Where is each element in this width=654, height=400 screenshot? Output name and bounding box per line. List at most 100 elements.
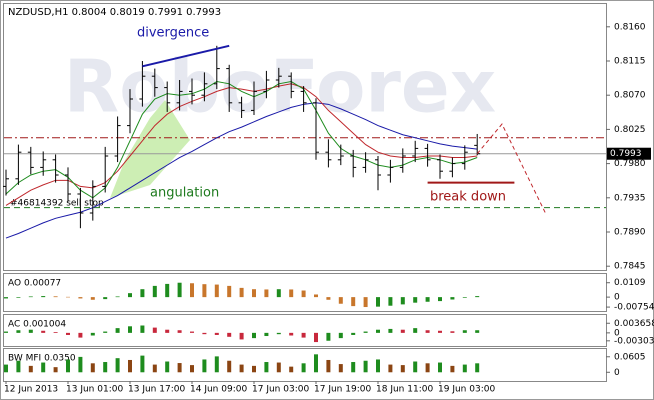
y-tick-label: 0.003658 — [614, 319, 654, 329]
histogram-bar — [314, 294, 318, 298]
histogram-bar — [264, 289, 269, 298]
histogram-bar — [28, 365, 33, 373]
histogram-bar — [276, 362, 281, 373]
histogram-bar — [351, 297, 356, 307]
histogram-bar — [289, 332, 294, 336]
histogram-bar — [252, 289, 256, 298]
histogram-bar — [338, 297, 343, 304]
histogram-bar — [438, 297, 442, 302]
histogram-bar — [351, 362, 356, 373]
histogram-bar — [438, 330, 442, 333]
histogram-bar — [400, 329, 405, 333]
histogram-bar — [16, 297, 21, 298]
histogram-bar — [462, 330, 467, 333]
histogram-bar — [276, 289, 281, 298]
histogram-bar — [177, 282, 182, 298]
histogram-bar — [152, 364, 157, 373]
histogram-bar — [326, 359, 331, 373]
histogram-bar — [41, 362, 46, 373]
y-tick-label: 0.7845 — [614, 262, 646, 272]
x-tick-label: 12 Jun 2013 — [4, 385, 58, 395]
forecast-line — [476, 123, 546, 214]
histogram-bar — [16, 330, 21, 333]
histogram-bar — [41, 296, 46, 298]
x-tick-label: 19 Jun 03:00 — [438, 385, 495, 395]
histogram-bar — [475, 363, 480, 373]
histogram-bar — [475, 296, 480, 298]
y-tick-label: 0.0109 — [614, 278, 646, 288]
x-tick-label: 14 Jun 09:00 — [190, 385, 247, 395]
histogram-bar — [4, 364, 8, 373]
histogram-bar — [190, 365, 194, 373]
ao-panel — [3, 273, 607, 312]
histogram-bar — [388, 328, 393, 333]
annotation: break down — [430, 190, 506, 205]
histogram-bar — [338, 332, 343, 339]
watermark: RoboForex — [64, 45, 496, 129]
annotation: divergence — [137, 26, 209, 41]
histogram-bar — [376, 359, 380, 373]
histogram-bar — [376, 329, 380, 333]
histogram-bar — [239, 364, 244, 373]
histogram-bar — [363, 331, 368, 333]
indicator-title: AC 0.001004 — [8, 320, 66, 330]
histogram-bar — [165, 361, 170, 373]
histogram-bar — [53, 332, 58, 333]
histogram-bar — [462, 364, 467, 373]
x-tick-label: 17 Jun 19:00 — [314, 385, 371, 395]
histogram-bar — [214, 284, 219, 298]
histogram-bar — [53, 296, 58, 298]
histogram-bar — [103, 331, 108, 333]
histogram-bar — [152, 327, 157, 333]
histogram-bar — [66, 359, 70, 373]
histogram-bar — [438, 362, 442, 373]
histogram-bar — [177, 330, 182, 333]
histogram-bar — [140, 325, 145, 333]
y-tick-label: 0 — [614, 368, 620, 378]
histogram-bar — [462, 297, 467, 298]
y-tick-label: 0.8115 — [614, 57, 646, 67]
histogram-bar — [202, 284, 207, 298]
histogram-bar — [140, 289, 145, 298]
histogram-bar — [66, 296, 70, 298]
histogram-bar — [450, 365, 455, 373]
histogram-bar — [289, 366, 294, 373]
histogram-bar — [165, 329, 170, 333]
y-tick-label: -0.00303 — [614, 336, 654, 346]
histogram-bar — [103, 297, 108, 300]
histogram-bar — [252, 365, 256, 373]
histogram-bar — [388, 364, 393, 373]
histogram-bar — [53, 367, 58, 373]
histogram-bar — [400, 297, 405, 305]
histogram-bar — [177, 363, 182, 373]
histogram-bar — [475, 330, 480, 333]
y-tick-label: -0.00754 — [614, 303, 654, 313]
histogram-bar — [425, 363, 430, 373]
chart-title: NZDUSD,H1 0.8004 0.8019 0.7991 0.7993 — [8, 7, 221, 18]
y-tick-label: 0 — [614, 293, 620, 303]
histogram-bar — [413, 361, 418, 373]
histogram-bar — [363, 297, 368, 308]
histogram-bar — [128, 326, 132, 333]
histogram-bar — [41, 330, 46, 333]
histogram-bar — [450, 331, 455, 333]
histogram-bar — [66, 332, 70, 335]
mfi-panel — [3, 348, 607, 382]
histogram-bar — [301, 290, 306, 298]
histogram-bar — [152, 285, 157, 298]
last-price-box — [607, 147, 651, 160]
histogram-bar — [128, 359, 132, 373]
y-tick-label: 0.8070 — [614, 91, 646, 101]
histogram-bar — [400, 365, 405, 373]
moving-average — [5, 102, 478, 239]
x-tick-label: 18 Jun 11:00 — [376, 385, 433, 395]
y-tick-label: 0.7980 — [614, 159, 646, 169]
histogram-bar — [4, 331, 8, 333]
histogram-bar — [239, 287, 244, 298]
histogram-bar — [227, 332, 232, 337]
y-tick-label: 0.0605 — [614, 352, 646, 362]
histogram-bar — [115, 328, 120, 333]
moving-average — [5, 80, 478, 199]
histogram-bar — [314, 332, 318, 343]
histogram-bar — [239, 332, 244, 340]
